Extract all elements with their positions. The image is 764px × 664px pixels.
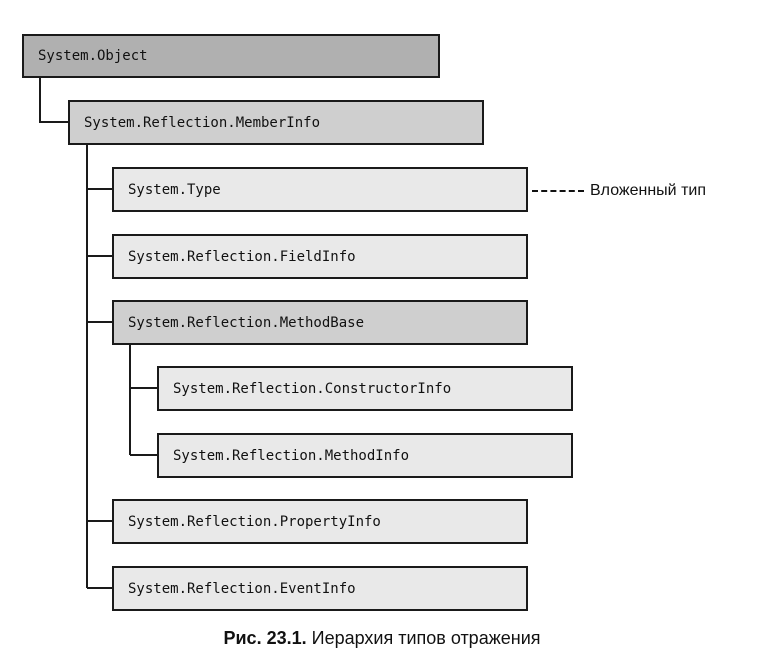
node-type: System.Type bbox=[112, 167, 528, 212]
node-eventinfo: System.Reflection.EventInfo bbox=[112, 566, 528, 611]
nested-type-annotation: Вложенный тип bbox=[532, 178, 706, 204]
node-constructorinfo: System.Reflection.ConstructorInfo bbox=[157, 366, 573, 411]
node-methodinfo: System.Reflection.MethodInfo bbox=[157, 433, 573, 478]
node-propertyinfo: System.Reflection.PropertyInfo bbox=[112, 499, 528, 544]
node-system-object: System.Object bbox=[22, 34, 440, 78]
node-fieldinfo: System.Reflection.FieldInfo bbox=[112, 234, 528, 279]
nested-type-label: Вложенный тип bbox=[590, 182, 706, 200]
connector-object-memberinfo bbox=[40, 78, 68, 122]
node-memberinfo: System.Reflection.MemberInfo bbox=[68, 100, 484, 145]
figure-number: Рис. 23.1. bbox=[223, 628, 306, 648]
node-methodbase: System.Reflection.MethodBase bbox=[112, 300, 528, 345]
figure-caption: Рис. 23.1. Иерархия типов отражения bbox=[0, 628, 764, 649]
figure-title: Иерархия типов отражения bbox=[312, 628, 541, 648]
dashed-leader-line bbox=[532, 190, 584, 192]
